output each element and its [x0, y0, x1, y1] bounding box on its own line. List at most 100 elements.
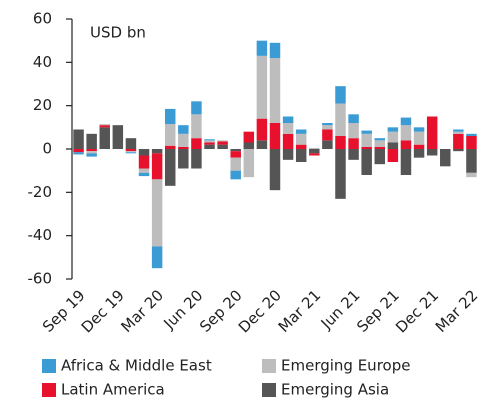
bar-segment	[361, 146, 372, 149]
bar-segment	[413, 127, 425, 132]
bar-segment	[295, 133, 307, 145]
bar-segment	[387, 127, 399, 132]
bar-segment	[99, 124, 110, 126]
bar-segment	[374, 149, 386, 165]
legend-label: Latin America	[61, 381, 165, 399]
bar-segment	[269, 42, 281, 58]
bar-segment	[86, 133, 97, 149]
bar-segment	[151, 149, 163, 154]
bar-segment	[466, 133, 477, 136]
bar-segment	[125, 149, 137, 152]
bar-segment	[400, 117, 412, 126]
bar-segment	[295, 129, 307, 134]
bar-segment	[217, 144, 228, 149]
bar-segment	[309, 149, 320, 154]
bar-segment	[282, 133, 294, 149]
bar-segment	[151, 246, 163, 269]
bar-segment	[361, 130, 372, 134]
bar-segment	[230, 170, 241, 180]
bar-segment	[400, 140, 412, 149]
bar-segment	[309, 153, 320, 156]
bar-segment	[230, 157, 241, 171]
legend-label: Emerging Asia	[281, 381, 389, 399]
bar-segment	[374, 138, 386, 141]
bar-segment	[348, 123, 359, 139]
bar-segment	[204, 142, 215, 145]
y-tick-label: 40	[33, 53, 52, 71]
bar-segment	[387, 149, 399, 162]
bar-segment	[178, 146, 189, 149]
bar-segment	[230, 151, 241, 158]
bar-segment	[335, 86, 346, 104]
bar-segment	[361, 133, 372, 147]
bar-segment	[191, 101, 202, 115]
bar-segment	[348, 138, 359, 149]
bar-segment	[256, 40, 268, 56]
bar-segment	[125, 138, 137, 149]
bar-segment	[335, 149, 346, 199]
bar-segment	[164, 149, 176, 186]
y-tick-label: 20	[33, 96, 52, 114]
bar-segment	[466, 136, 477, 149]
bar-segment	[440, 149, 451, 167]
bar-segment	[374, 146, 386, 149]
bar-segment	[400, 149, 412, 175]
bar-segment	[256, 118, 268, 141]
bar-segment	[243, 142, 255, 149]
x-tick-label: Dec 20	[235, 286, 285, 336]
bar-segment	[178, 149, 189, 169]
bar-segment	[86, 153, 97, 157]
legend-swatch	[262, 359, 276, 373]
bar-segment	[151, 179, 163, 247]
bar-segment	[73, 129, 84, 149]
bar-segment	[138, 168, 150, 173]
x-tick-label: Mar 21	[275, 286, 325, 336]
legend-swatch	[42, 359, 56, 373]
unit-annotation: USD bn	[90, 24, 146, 42]
bar-segment	[164, 124, 176, 146]
bar-segment	[217, 141, 228, 145]
bar-segment	[348, 149, 359, 160]
bar-segment	[73, 152, 84, 155]
bar-segment	[138, 155, 150, 169]
bar-segment	[204, 144, 215, 149]
bar-segment	[164, 108, 176, 125]
bar-segment	[191, 138, 202, 149]
bar-segment	[413, 149, 425, 158]
bar-segment	[178, 133, 189, 147]
bar-segment	[256, 55, 268, 119]
x-tick-label: Dec 21	[392, 286, 442, 336]
x-tick-label: Mar 20	[118, 286, 168, 336]
bar-segment	[73, 149, 84, 153]
bar-segment	[86, 149, 97, 152]
bar-segment	[374, 140, 386, 147]
bar-segment	[151, 153, 163, 180]
bar-segment	[426, 116, 438, 149]
bar-segment	[178, 125, 189, 134]
x-tick-label: Mar 22	[432, 286, 482, 336]
bar-segment	[256, 140, 268, 149]
bar-segment	[86, 151, 97, 154]
bar-segment	[191, 149, 202, 169]
bar-segment	[269, 149, 281, 191]
bar-segment	[335, 103, 346, 136]
bar-segment	[138, 149, 150, 156]
x-tick-label: Dec 19	[78, 286, 128, 336]
legend-label: Africa & Middle East	[61, 357, 212, 375]
bar-segment	[335, 136, 346, 149]
y-tick-label: 60	[33, 10, 52, 28]
bar-segment	[125, 152, 137, 154]
bar-segment	[99, 127, 110, 149]
bar-segment	[387, 142, 399, 149]
bar-segment	[400, 125, 412, 141]
y-tick-label: -40	[28, 226, 53, 244]
y-tick-label: -20	[28, 183, 53, 201]
bar-segment	[230, 149, 241, 152]
bar-segment	[282, 116, 294, 123]
bar-segment	[348, 114, 359, 123]
bar-segment	[309, 147, 320, 149]
y-tick-label: 0	[42, 140, 52, 158]
bar-segment	[453, 133, 464, 149]
bar-segment	[112, 125, 124, 149]
